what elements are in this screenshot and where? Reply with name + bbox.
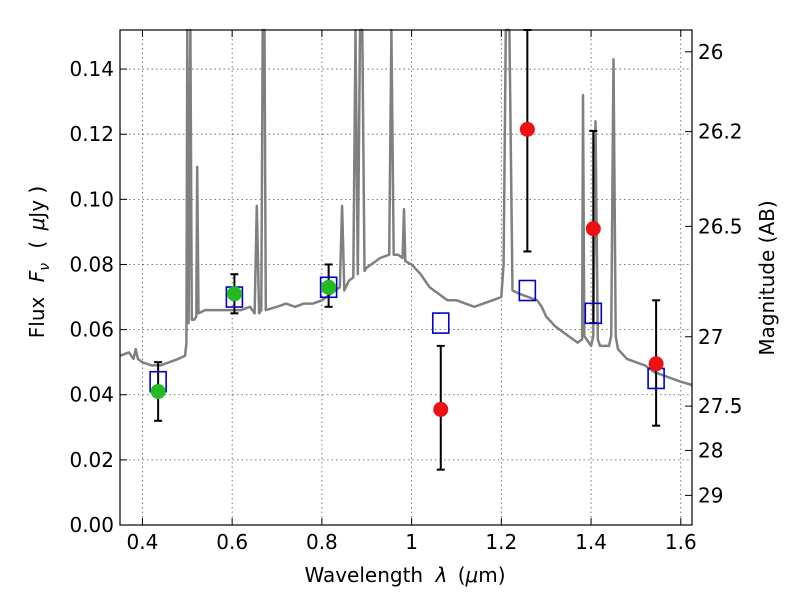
x-axis-title-mu: μ <box>465 563 479 587</box>
model-flux-square <box>319 276 338 299</box>
y2-tick-label: 26 <box>698 40 723 64</box>
y2-tick-label: 26.2 <box>698 120 743 144</box>
y-tick-label: 0.02 <box>69 448 114 472</box>
observed-flux-point <box>150 383 166 399</box>
y2-axis-title: Magnitude (AB) <box>755 200 779 355</box>
y-axis-title-word: Flux <box>25 296 49 338</box>
y-tick-label: 0.06 <box>69 318 114 342</box>
model-flux-square <box>431 312 450 334</box>
x-axis-title-unit: m) <box>478 563 505 587</box>
y2-tick-label: 27 <box>698 325 723 349</box>
y-axis-title-subscript: ν <box>37 263 53 271</box>
x-axis-title-symbol: λ <box>434 563 447 587</box>
y-tick-label: 0.04 <box>69 383 114 407</box>
y-tick-label: 0.08 <box>69 252 114 276</box>
y2-tick-label: 28 <box>698 438 723 462</box>
data-markers <box>149 121 665 417</box>
x-tick-label: 0.6 <box>216 530 248 554</box>
y2-tick-label: 26.5 <box>698 214 743 238</box>
y-axis-title-mu: μ <box>25 218 49 232</box>
sed-model-line <box>119 28 693 387</box>
x-tick-label: 1 <box>405 530 418 554</box>
y2-tick-label: 29 <box>698 483 723 507</box>
observed-flux-point <box>226 286 242 302</box>
x-tick-label: 1.6 <box>665 530 697 554</box>
plot-frame <box>119 29 693 526</box>
model-flux-square <box>584 302 603 325</box>
observed-flux-point <box>519 121 535 137</box>
observed-flux-point <box>433 401 449 417</box>
y-axis-title-symbol: F <box>25 270 49 282</box>
y2-tick-label: 27.5 <box>698 394 743 418</box>
y-axis-title-unit: Jy ) <box>25 186 49 220</box>
axis-ticks: 0.4 0.6 0.8 1 1.2 1.4 1.6 0.00 0.02 0.04 0.06 0.08 0… <box>69 30 743 554</box>
x-tick-label: 1.4 <box>575 530 607 554</box>
y-tick-label: 0.00 <box>69 513 114 537</box>
observed-flux-point <box>648 356 664 372</box>
x-axis-title-word: Wavelength <box>304 563 423 587</box>
sed-spectrum-layer <box>119 28 693 387</box>
y-tick-label: 0.14 <box>69 57 114 81</box>
y-axis-title-paren: ( <box>25 241 49 249</box>
model-flux-square <box>518 279 537 302</box>
x-tick-label: 0.8 <box>306 530 338 554</box>
y-tick-label: 0.12 <box>69 122 114 146</box>
observed-flux-point <box>585 221 601 237</box>
x-axis-title: Wavelength λ (μm) <box>304 563 505 587</box>
y-tick-label: 0.10 <box>69 187 114 211</box>
x-axis-title-paren: ( <box>458 563 466 587</box>
x-tick-label: 1.2 <box>485 530 517 554</box>
y-axis-title: Flux Fν ( μJy ) <box>25 186 54 338</box>
grid-lines <box>120 30 692 526</box>
observed-flux-point <box>321 279 337 295</box>
x-tick-label: 0.4 <box>127 530 159 554</box>
